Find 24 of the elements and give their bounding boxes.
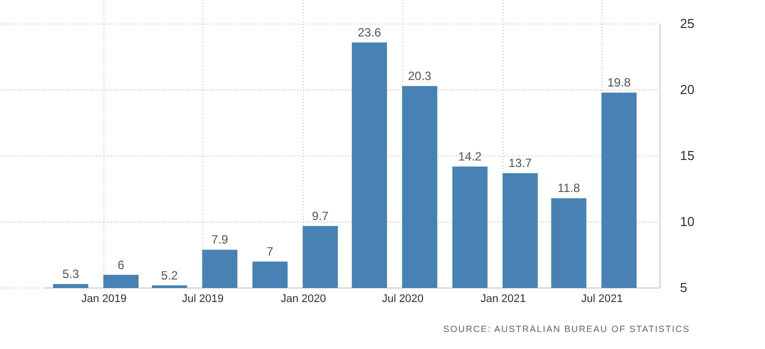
x-tick-label: Jan 2020 xyxy=(280,292,326,305)
data-label: 5.2 xyxy=(161,268,178,282)
data-label: 13.7 xyxy=(508,156,532,170)
data-label: 7.9 xyxy=(211,232,228,247)
y-tick-label: 25 xyxy=(680,16,694,32)
x-tick-label: Jul 2019 xyxy=(182,292,224,305)
y-tick-label: 20 xyxy=(680,82,694,98)
data-label: 9.7 xyxy=(312,208,329,223)
y-tick-label: 10 xyxy=(680,214,694,230)
y-tick-label: 5 xyxy=(680,280,688,296)
data-label: 7 xyxy=(266,244,274,259)
y-tick-label: 15 xyxy=(680,148,694,164)
x-tick-label: Jul 2021 xyxy=(581,292,623,305)
x-tick-label: Jul 2020 xyxy=(382,292,424,305)
data-label: 19.8 xyxy=(607,76,632,90)
data-label: 5.3 xyxy=(62,267,80,282)
data-label: 14.2 xyxy=(458,150,482,164)
source-note: SOURCE: AUSTRALIAN BUREAU OF STATISTICS xyxy=(443,324,690,334)
data-label: 11.8 xyxy=(558,181,580,196)
data-label: 6 xyxy=(118,258,125,272)
data-label: 23.6 xyxy=(358,25,382,40)
data-label: 20.3 xyxy=(408,69,432,84)
x-tick-label: Jan 2021 xyxy=(480,292,526,305)
x-tick-label: Jan 2019 xyxy=(81,292,127,305)
